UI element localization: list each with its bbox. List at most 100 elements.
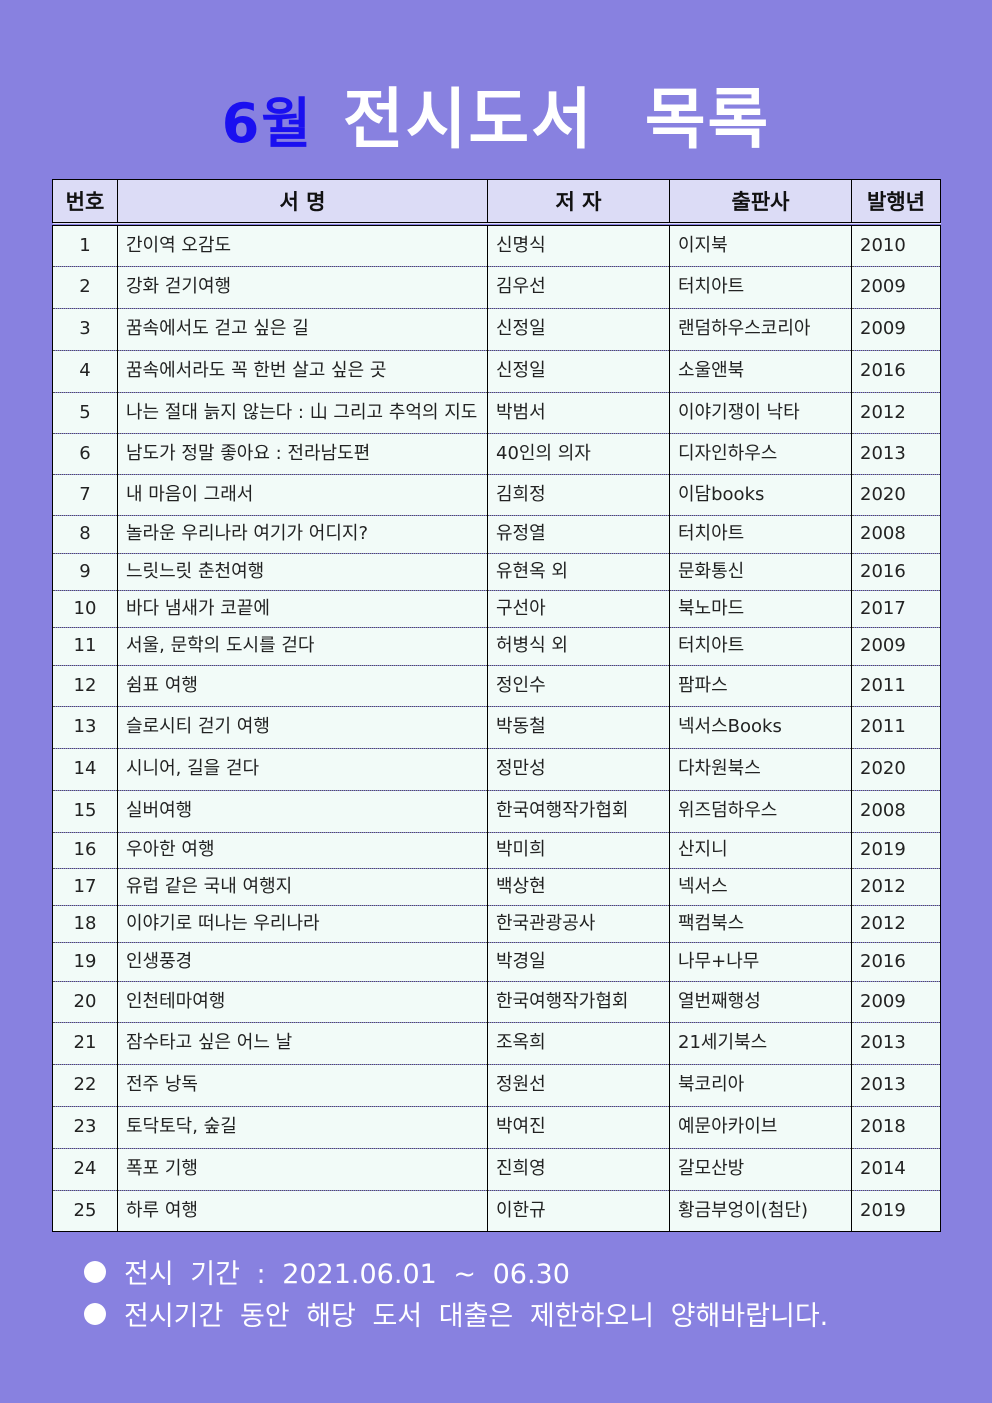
row-title: 이야기로 떠나는 우리나라 xyxy=(117,905,488,943)
row-number: 22 xyxy=(52,1064,118,1107)
table-row: 1 간이역 오감도 신명식 이지북 2010 xyxy=(52,224,941,267)
row-title: 꿈속에서도 걷고 싶은 길 xyxy=(117,308,488,351)
table-row: 13 슬로시티 걷기 여행 박동철 넥서스Books 2011 xyxy=(52,706,941,749)
row-author: 유현옥 외 xyxy=(487,553,670,591)
row-publisher: 갈모산방 xyxy=(669,1148,852,1191)
row-author: 한국여행작가협회 xyxy=(487,981,670,1023)
row-year: 2012 xyxy=(851,868,941,906)
row-year: 2013 xyxy=(851,1064,941,1107)
row-number: 20 xyxy=(52,981,118,1023)
row-number: 16 xyxy=(52,832,118,869)
row-title: 유럽 같은 국내 여행지 xyxy=(117,868,488,906)
table-header: 번호 서 명 저 자 출판사 발행년 xyxy=(52,179,941,226)
row-publisher: 북코리아 xyxy=(669,1064,852,1107)
header-year: 발행년 xyxy=(851,179,941,226)
table-row: 10 바다 냄새가 코끝에 구선아 북노마드 2017 xyxy=(52,590,941,628)
row-year: 2011 xyxy=(851,706,941,749)
table-row: 19 인생풍경 박경일 나무+나무 2016 xyxy=(52,942,941,982)
row-number: 8 xyxy=(52,515,118,554)
row-year: 2008 xyxy=(851,515,941,554)
row-author: 한국관광공사 xyxy=(487,905,670,943)
bullet-icon xyxy=(84,1260,106,1283)
row-author: 신정일 xyxy=(487,308,670,351)
row-publisher: 터치아트 xyxy=(669,266,852,309)
row-title: 강화 걷기여행 xyxy=(117,266,488,309)
row-author: 박미희 xyxy=(487,832,670,869)
row-year: 2014 xyxy=(851,1148,941,1191)
row-author: 정원선 xyxy=(487,1064,670,1107)
row-title: 나는 절대 늙지 않는다 : 山 그리고 추억의 지도 xyxy=(117,392,488,434)
table-row: 20 인천테마여행 한국여행작가협회 열번째행성 2009 xyxy=(52,981,941,1023)
row-publisher: 이담books xyxy=(669,474,852,516)
row-number: 17 xyxy=(52,868,118,906)
bullet-icon xyxy=(84,1302,106,1325)
row-year: 2012 xyxy=(851,392,941,434)
row-title: 서울, 문학의 도시를 걷다 xyxy=(117,627,488,666)
row-year: 2009 xyxy=(851,981,941,1023)
table-row: 17 유럽 같은 국내 여행지 백상현 넥서스 2012 xyxy=(52,868,941,906)
row-year: 2012 xyxy=(851,905,941,943)
row-title: 간이역 오감도 xyxy=(117,224,488,267)
row-number: 3 xyxy=(52,308,118,351)
row-publisher: 디자인하우스 xyxy=(669,433,852,475)
row-number: 12 xyxy=(52,665,118,707)
row-author: 김우선 xyxy=(487,266,670,309)
table-row: 9 느릿느릿 춘천여행 유현옥 외 문화통신 2016 xyxy=(52,553,941,591)
row-author: 허병식 외 xyxy=(487,627,670,666)
row-year: 2009 xyxy=(851,266,941,309)
row-author: 정만성 xyxy=(487,748,670,791)
table-row: 22 전주 낭독 정원선 북코리아 2013 xyxy=(52,1064,941,1107)
row-author: 백상현 xyxy=(487,868,670,906)
row-title: 하루 여행 xyxy=(117,1190,488,1232)
row-year: 2016 xyxy=(851,942,941,982)
row-publisher: 터치아트 xyxy=(669,515,852,554)
table-row: 3 꿈속에서도 걷고 싶은 길 신정일 랜덤하우스코리아 2009 xyxy=(52,308,941,351)
row-number: 18 xyxy=(52,905,118,943)
row-title: 남도가 정말 좋아요 : 전라남도편 xyxy=(117,433,488,475)
row-title: 느릿느릿 춘천여행 xyxy=(117,553,488,591)
row-number: 15 xyxy=(52,790,118,833)
row-author: 박경일 xyxy=(487,942,670,982)
row-number: 19 xyxy=(52,942,118,982)
table-row: 24 폭포 기행 진희영 갈모산방 2014 xyxy=(52,1148,941,1191)
row-year: 2009 xyxy=(851,627,941,666)
row-author: 한국여행작가협회 xyxy=(487,790,670,833)
table-row: 4 꿈속에서라도 꼭 한번 살고 싶은 곳 신정일 소울앤북 2016 xyxy=(52,350,941,393)
title-month: 6월 xyxy=(221,92,313,155)
header-author: 저 자 xyxy=(487,179,670,226)
row-year: 2019 xyxy=(851,832,941,869)
row-title: 바다 냄새가 코끝에 xyxy=(117,590,488,628)
row-year: 2013 xyxy=(851,433,941,475)
exhibit-period-text: 전시 기간 : 2021.06.01 ~ 06.30 xyxy=(124,1259,570,1290)
row-publisher: 넥서스Books xyxy=(669,706,852,749)
row-title: 폭포 기행 xyxy=(117,1148,488,1191)
row-number: 6 xyxy=(52,433,118,475)
row-publisher: 예문아카이브 xyxy=(669,1106,852,1149)
row-publisher: 다차원북스 xyxy=(669,748,852,791)
row-number: 11 xyxy=(52,627,118,666)
table-row: 14 시니어, 길을 걷다 정만성 다차원북스 2020 xyxy=(52,748,941,791)
row-title: 슬로시티 걷기 여행 xyxy=(117,706,488,749)
row-author: 박여진 xyxy=(487,1106,670,1149)
row-author: 박동철 xyxy=(487,706,670,749)
row-year: 2020 xyxy=(851,474,941,516)
table-row: 15 실버여행 한국여행작가협회 위즈덤하우스 2008 xyxy=(52,790,941,833)
row-number: 14 xyxy=(52,748,118,791)
row-title: 쉼표 여행 xyxy=(117,665,488,707)
row-publisher: 북노마드 xyxy=(669,590,852,628)
row-number: 4 xyxy=(52,350,118,393)
row-year: 2011 xyxy=(851,665,941,707)
row-author: 40인의 의자 xyxy=(487,433,670,475)
table-row: 2 강화 걷기여행 김우선 터치아트 2009 xyxy=(52,266,941,309)
row-number: 21 xyxy=(52,1022,118,1065)
row-title: 인천테마여행 xyxy=(117,981,488,1023)
row-author: 이한규 xyxy=(487,1190,670,1232)
row-title: 잠수타고 싶은 어느 날 xyxy=(117,1022,488,1065)
row-year: 2019 xyxy=(851,1190,941,1232)
header-number: 번호 xyxy=(52,179,118,226)
row-publisher: 황금부엉이(첨단) xyxy=(669,1190,852,1232)
row-publisher: 나무+나무 xyxy=(669,942,852,982)
table-row: 16 우아한 여행 박미희 산지니 2019 xyxy=(52,832,941,869)
row-publisher: 문화통신 xyxy=(669,553,852,591)
